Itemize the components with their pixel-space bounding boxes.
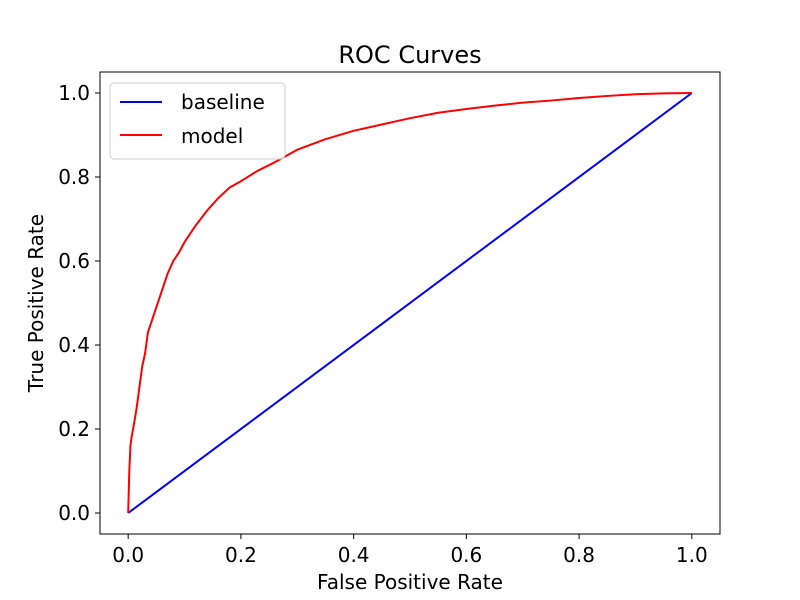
x-axis-label: False Positive Rate [317,570,503,594]
x-axis-ticks: 0.0 0.2 0.4 0.6 0.8 1.0 [112,534,708,567]
y-tick-label: 0.8 [58,165,90,189]
y-axis-ticks: 0.0 0.2 0.4 0.6 0.8 1.0 [58,81,100,525]
x-tick-label: 0.8 [563,543,595,567]
y-tick-label: 0.6 [58,249,90,273]
y-tick-label: 0.2 [58,417,90,441]
legend-label-baseline: baseline [181,90,265,114]
x-tick-label: 0.4 [338,543,370,567]
x-tick-label: 1.0 [676,543,708,567]
series-layer [127,92,693,514]
x-tick-label: 0.6 [450,543,482,567]
y-tick-label: 0.4 [58,333,90,357]
x-tick-label: 0.2 [225,543,257,567]
y-tick-label: 0.0 [58,501,90,525]
legend: baseline model [109,82,286,160]
y-tick-label: 1.0 [58,81,90,105]
chart-title: ROC Curves [338,41,481,69]
series-line-model [127,92,692,514]
y-axis-label: True Positive Rate [24,214,48,393]
series-line-baseline [127,92,693,514]
plot-area-frame [99,71,721,535]
x-tick-label: 0.0 [112,543,144,567]
legend-label-model: model [181,124,243,148]
